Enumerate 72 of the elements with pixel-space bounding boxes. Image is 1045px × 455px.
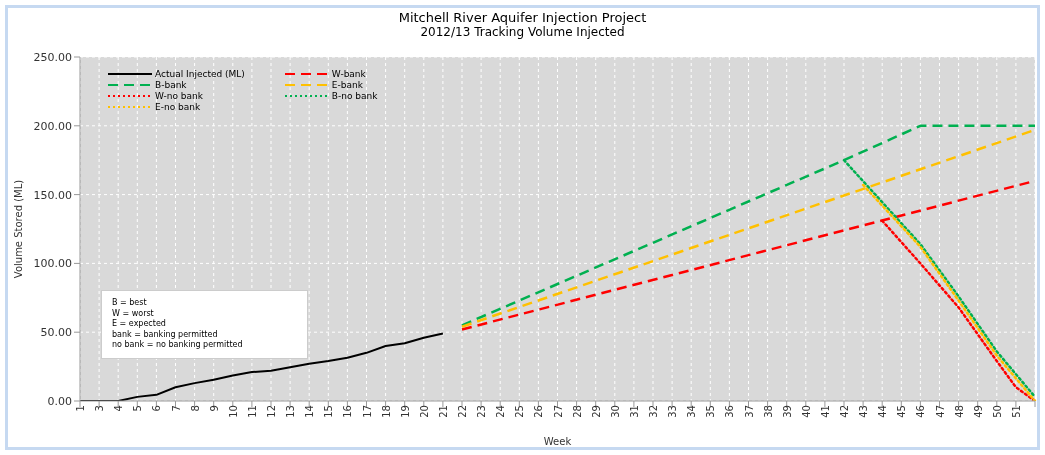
x-tick-label: 50 <box>991 405 1003 418</box>
x-tick-label: 4 <box>113 405 125 412</box>
x-tick-label: 1 <box>75 405 87 412</box>
x-tick-label: 48 <box>953 405 965 418</box>
annotation: E = expected <box>112 319 167 330</box>
x-tick-label: 43 <box>858 405 870 418</box>
legend-label: W-bank <box>331 68 366 79</box>
x-tick-label: 12 <box>266 405 278 418</box>
legend-label: E-no bank <box>155 101 201 112</box>
x-tick-label: 39 <box>781 405 793 418</box>
legend-label: B-bank <box>155 79 187 90</box>
x-tick-label: 6 <box>151 405 163 412</box>
x-tick-label: 20 <box>418 405 430 418</box>
y-tick-label: 250.00 <box>33 50 72 64</box>
x-tick-label: 38 <box>762 405 774 418</box>
x-tick-label: 35 <box>705 405 717 418</box>
x-tick-label: 19 <box>399 405 411 418</box>
x-tick-label: 5 <box>132 405 144 412</box>
x-tick-label: 16 <box>342 405 354 418</box>
x-tick-label: 40 <box>800 405 812 418</box>
x-tick-label: 34 <box>686 405 698 418</box>
x-tick-label: 11 <box>247 405 258 418</box>
x-tick-label: 41 <box>820 405 831 418</box>
x-tick-label: 3 <box>94 405 106 412</box>
legend-label: W-no bank <box>155 90 203 101</box>
x-tick-label: 45 <box>896 405 908 418</box>
x-tick-label: 28 <box>571 405 583 418</box>
x-tick-label: 31 <box>629 405 640 418</box>
x-tick-label: 27 <box>552 405 564 418</box>
y-tick-label: 200.00 <box>33 119 72 133</box>
chart-title: Mitchell River Aquifer Injection Project <box>397 10 648 25</box>
x-tick-label: 8 <box>189 405 201 412</box>
annotation: W = worst <box>112 308 155 319</box>
x-tick-label: 37 <box>743 405 755 418</box>
legend-label: E-bank <box>331 79 363 90</box>
x-tick-label: 47 <box>934 405 946 418</box>
x-axis-title: Week <box>543 436 572 447</box>
y-tick-label: 150.00 <box>33 188 72 202</box>
x-tick-label: 36 <box>724 405 736 418</box>
x-tick-label: 10 <box>227 405 239 418</box>
x-tick-label: 23 <box>476 405 488 418</box>
legend-label: B-no bank <box>331 90 378 101</box>
x-tick-label: 49 <box>972 405 984 418</box>
x-tick-label: 13 <box>285 405 297 418</box>
annotation: B = best <box>112 298 148 309</box>
x-tick-label: 15 <box>323 405 335 418</box>
x-tick-label: 42 <box>839 405 851 418</box>
y-tick-label: 100.00 <box>33 257 72 271</box>
x-tick-label: 25 <box>514 405 526 418</box>
x-tick-label: 32 <box>648 405 660 418</box>
x-tick-label: 44 <box>877 405 889 418</box>
x-tick-label: 26 <box>533 405 545 418</box>
annotation: bank = banking permitted <box>112 329 219 340</box>
x-tick-label: 29 <box>590 405 602 418</box>
y-tick-label: 0.00 <box>47 394 72 408</box>
chart-subtitle: 2012/13 Tracking Volume Injected <box>419 25 626 39</box>
x-tick-label: 22 <box>457 405 469 418</box>
y-axis-title: Volume Stored (ML) <box>12 179 24 279</box>
x-tick-label: 24 <box>495 405 507 418</box>
x-tick-label: 46 <box>915 405 927 418</box>
x-tick-label: 14 <box>304 405 316 418</box>
x-tick-label: 21 <box>438 405 449 418</box>
x-tick-label: 9 <box>208 405 220 412</box>
x-tick-label: 7 <box>170 405 182 412</box>
annotation: no bank = no banking permitted <box>112 340 244 351</box>
x-tick-label: 33 <box>667 405 679 418</box>
x-tick-label: 51 <box>1011 405 1022 418</box>
x-tick-label: 30 <box>609 405 621 418</box>
legend-label: Actual Injected (ML) <box>155 68 245 79</box>
y-tick-label: 50.00 <box>40 326 72 340</box>
x-tick-label: 17 <box>361 405 373 418</box>
x-tick-label: 18 <box>380 405 392 418</box>
